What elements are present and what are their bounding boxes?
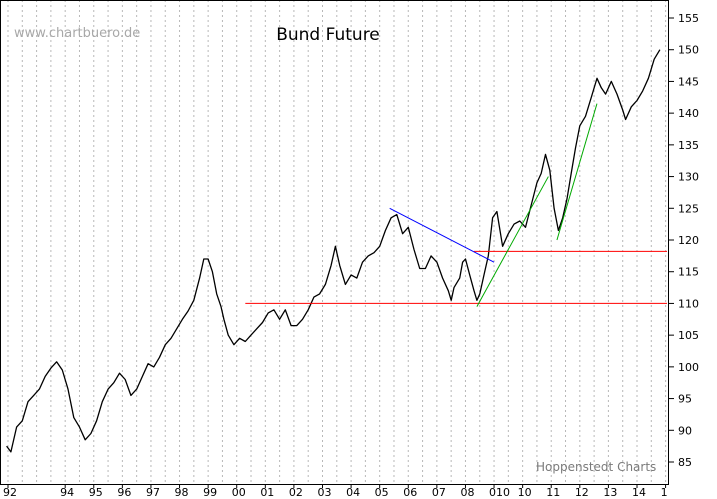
x-tick-label: 14 <box>632 486 646 499</box>
y-tick-label: 120 <box>678 234 699 247</box>
y-tick-label: 95 <box>678 393 692 406</box>
y-tick-label: 105 <box>678 329 699 342</box>
x-tick-label: 12 <box>575 486 589 499</box>
x-tick-label: 06 <box>403 486 417 499</box>
x-tick-label: 94 <box>60 486 74 499</box>
price-series-line <box>6 49 661 453</box>
y-tick-label: 85 <box>678 456 692 469</box>
trend-line <box>556 103 598 241</box>
x-tick-label: 99 <box>203 486 217 499</box>
y-tick-label: 100 <box>678 361 699 374</box>
credit-label: Hoppenstedt Charts <box>536 460 656 474</box>
y-tick-label: 90 <box>678 424 692 437</box>
x-tick-label: 03 <box>318 486 332 499</box>
gridlines <box>7 0 667 484</box>
x-tick-label: 010 <box>489 486 510 499</box>
x-tick-label: 1 <box>661 486 668 499</box>
x-tick-label: 07 <box>432 486 446 499</box>
x-tick-label: 98 <box>175 486 189 499</box>
x-tick-label: 13 <box>603 486 617 499</box>
y-tick-label: 150 <box>678 44 699 57</box>
x-tick-label: 95 <box>89 486 103 499</box>
x-tick-label: 08 <box>460 486 474 499</box>
x-tick-label: 02 <box>289 486 303 499</box>
axes: 8590951001051101151201251301351401451501… <box>0 0 699 499</box>
x-tick-label: 10 <box>518 486 532 499</box>
chart-title: Bund Future <box>276 25 380 45</box>
x-tick-label: 92 <box>3 486 17 499</box>
x-tick-label: 97 <box>146 486 160 499</box>
watermark: www.chartbuero.de <box>14 26 140 41</box>
trend-line <box>389 207 495 263</box>
y-tick-label: 125 <box>678 202 699 215</box>
y-tick-label: 140 <box>678 107 699 120</box>
x-tick-label: 04 <box>346 486 360 499</box>
trendlines <box>245 103 668 307</box>
trend-line <box>476 176 549 307</box>
y-tick-label: 135 <box>678 139 699 152</box>
y-tick-label: 155 <box>678 12 699 25</box>
x-tick-label: 11 <box>546 486 560 499</box>
y-tick-label: 115 <box>678 266 699 279</box>
x-tick-label: 05 <box>375 486 389 499</box>
x-tick-label: 01 <box>260 486 274 499</box>
x-tick-label: 00 <box>232 486 246 499</box>
y-tick-label: 130 <box>678 171 699 184</box>
x-tick-label: 96 <box>117 486 131 499</box>
y-tick-label: 110 <box>678 297 699 310</box>
series-layer <box>6 49 661 453</box>
y-tick-label: 145 <box>678 75 699 88</box>
plot-frame <box>0 0 669 485</box>
